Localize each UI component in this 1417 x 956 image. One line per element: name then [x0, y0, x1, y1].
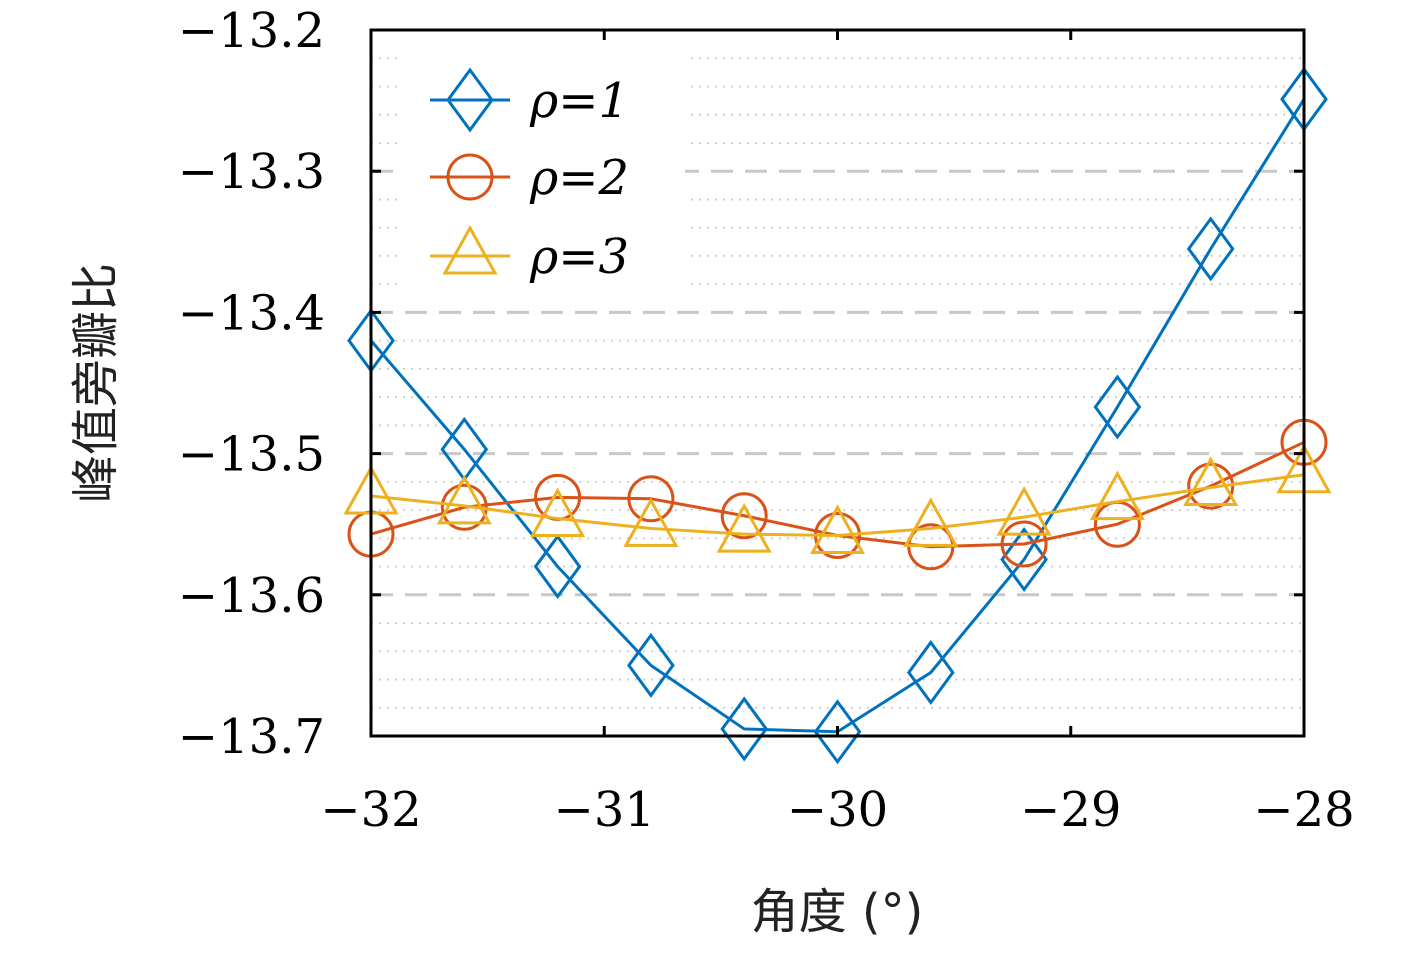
- axis-ticks: [369, 28, 1306, 738]
- data-point-diamond: [720, 696, 769, 762]
- data-point-circle: [720, 492, 768, 540]
- x-axis-title: 角度 (°): [751, 884, 924, 940]
- legend-label: ρ=2: [529, 150, 629, 206]
- y-tick-label: −13.3: [178, 144, 325, 200]
- data-point-triangle: [1183, 456, 1239, 506]
- x-tick-label: −28: [1253, 782, 1354, 838]
- legend-label: ρ=3: [529, 229, 629, 285]
- data-point-diamond: [1093, 374, 1142, 440]
- legend-swatch-marker: [446, 67, 494, 133]
- legend-box: [400, 54, 685, 286]
- data-point-circle: [1187, 462, 1235, 510]
- data-point-diamond: [906, 639, 955, 705]
- series-line: [370, 473, 1305, 537]
- y-tick-label: −13.2: [178, 3, 325, 59]
- y-tick-labels: −13.2 −13.3 −13.4 −13.5 −13.6 −13.7: [178, 3, 325, 765]
- data-point-triangle: [623, 497, 679, 547]
- data-point-triangle: [436, 474, 492, 525]
- data-point-circle: [627, 475, 675, 523]
- legend-entry: ρ=2: [430, 150, 629, 206]
- y-axis-title: 峰值旁瓣比: [68, 263, 124, 503]
- y-tick-label: −13.6: [178, 568, 325, 624]
- y-tick-label: −13.5: [178, 427, 325, 483]
- data-point-triangle: [530, 487, 586, 538]
- legend-entry: ρ=3: [430, 224, 629, 285]
- data-point-circle: [440, 483, 488, 531]
- x-tick-label: −31: [554, 782, 655, 838]
- y-tick-label: −13.7: [178, 709, 325, 765]
- data-point-triangle: [716, 502, 772, 553]
- data-point-diamond: [813, 699, 862, 765]
- data-point-circle: [1000, 520, 1048, 568]
- legend-swatch-marker: [442, 224, 498, 275]
- legend-label: ρ=1: [529, 73, 629, 129]
- legend-swatch-marker: [446, 153, 494, 201]
- data-point-triangle: [1089, 470, 1145, 521]
- data-point-diamond: [1186, 216, 1235, 282]
- data-point-diamond: [533, 534, 582, 600]
- data-point-triangle: [809, 504, 866, 554]
- x-tick-label: −32: [320, 782, 421, 838]
- x-tick-labels: −32 −31 −30 −29 −28: [320, 782, 1354, 838]
- legend: ρ=1 ρ=2 ρ=3: [400, 54, 685, 286]
- x-tick-label: −29: [1020, 782, 1121, 838]
- data-point-triangle: [903, 497, 959, 547]
- legend-entry: ρ=1: [430, 67, 629, 133]
- data-point-diamond: [627, 632, 675, 698]
- data-point-diamond: [1000, 526, 1048, 593]
- data-point-triangle: [996, 486, 1052, 536]
- x-tick-label: −30: [787, 782, 888, 838]
- y-tick-label: −13.4: [178, 285, 325, 341]
